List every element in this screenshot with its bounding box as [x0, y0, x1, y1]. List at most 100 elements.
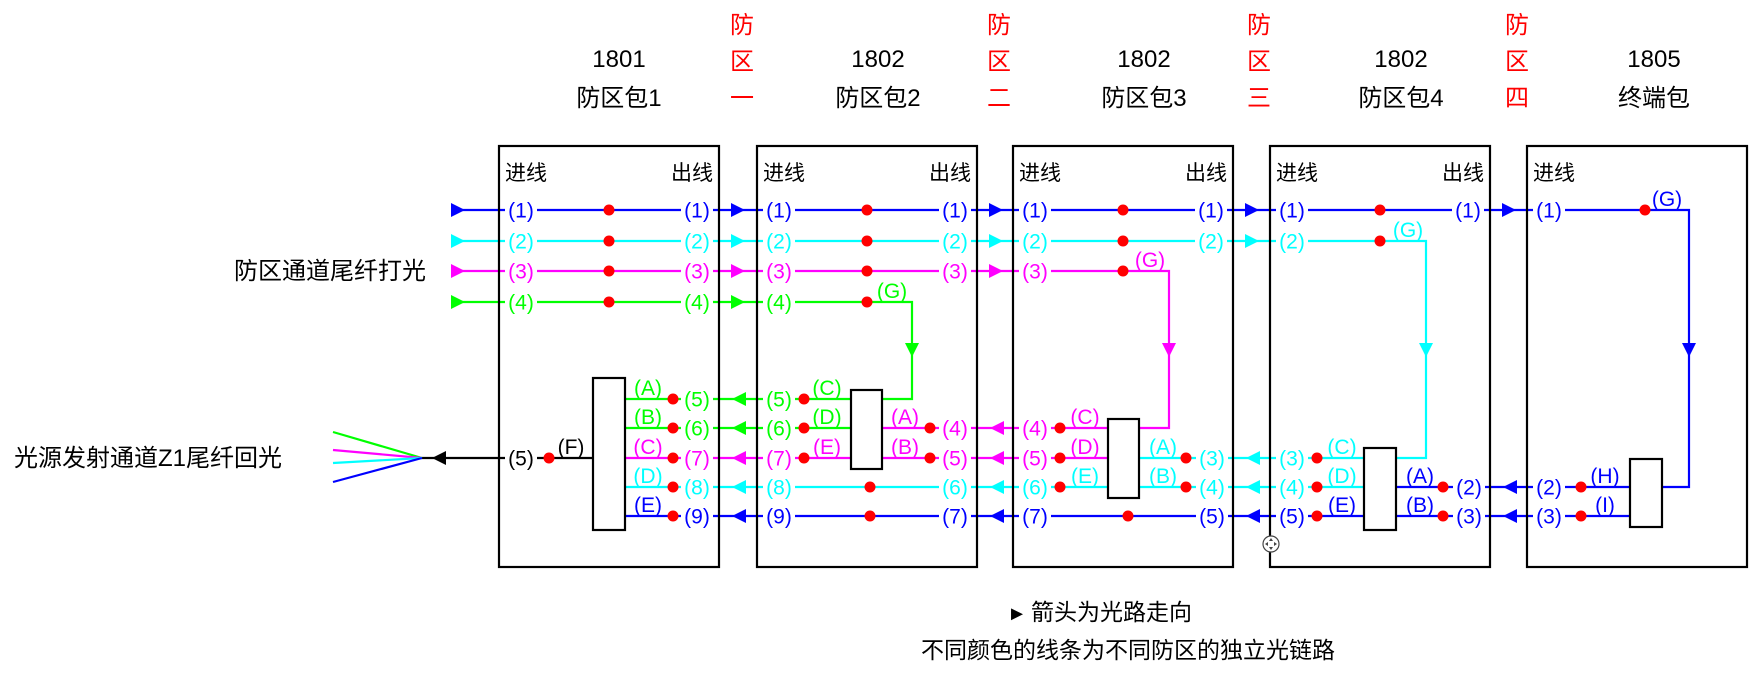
out-port-label: (2) [1456, 477, 1482, 500]
port-label-bg [1452, 199, 1484, 221]
arrow-left-icon [1503, 480, 1517, 494]
out-port-label: (6) [942, 477, 968, 500]
zone2-link-line [451, 269, 1171, 430]
port-label-bg [1533, 505, 1565, 527]
port-label-bg [505, 260, 537, 282]
arrow-right-icon [1245, 203, 1259, 217]
branch-label: (B) [891, 436, 919, 459]
in-port-label: (7) [766, 448, 792, 471]
package-id: 1805 [1627, 46, 1680, 73]
port-label-bg [1019, 505, 1051, 527]
arrow-left-icon [732, 392, 746, 406]
in-port-label: (1) [1279, 200, 1305, 223]
out-port-label: (3) [1456, 506, 1482, 529]
arrow-left-icon [1503, 509, 1517, 523]
in-port-label: (2) [1279, 231, 1305, 254]
return-label: 光源发射通道Z1尾纤回光 [14, 445, 282, 472]
in-port-label: (3) [508, 261, 534, 284]
arrow-down-icon [905, 343, 919, 357]
in-line-label: 进线 [763, 162, 805, 185]
splice-node [798, 422, 810, 434]
branch-label: (A) [1149, 436, 1177, 459]
arrow-down-icon [1419, 343, 1433, 357]
zone-label: 区 [730, 49, 754, 76]
in-port-label: (7) [1022, 506, 1048, 529]
port-label-bg [1533, 476, 1565, 498]
arrow-right-icon [731, 295, 745, 309]
branch-label: (C) [1327, 436, 1356, 459]
arrow-left-icon [732, 480, 746, 494]
arrow-left-icon [990, 509, 1004, 523]
out-port-label: (5) [942, 448, 968, 471]
out-port-label: (8) [684, 477, 710, 500]
port-label-bg [1019, 476, 1051, 498]
branch-label: (A) [891, 406, 919, 429]
inject-label: 防区通道尾纤打光 [234, 258, 426, 285]
port-label-bg [763, 476, 795, 498]
zone-label: 区 [987, 49, 1011, 76]
in-port-label: (8) [766, 477, 792, 500]
in-port-label: (5) [1022, 448, 1048, 471]
move-cursor-icon [1262, 535, 1280, 553]
out-port-label: (3) [684, 261, 710, 284]
in-port-label: (3) [1279, 448, 1305, 471]
package-name: 防区包4 [1358, 85, 1443, 112]
port-label-bg [1533, 199, 1565, 221]
out-port-label: (4) [684, 292, 710, 315]
port-label-bg [763, 447, 795, 469]
splitter-1802-b [1106, 417, 1141, 500]
branch-label: (G) [1135, 249, 1165, 272]
port-label-bg [1019, 260, 1051, 282]
out-line-label: 出线 [1442, 162, 1484, 185]
zone1-link-line [451, 300, 914, 401]
port-label-bg [763, 417, 795, 439]
fan-out-fiber [332, 456, 423, 484]
port-label-bg [1453, 476, 1485, 498]
package-name: 防区包2 [835, 85, 920, 112]
port-label-bg [939, 199, 971, 221]
zone-label: 二 [987, 85, 1011, 112]
package-box [1525, 144, 1749, 569]
port-label-bg [939, 260, 971, 282]
package-box [1268, 144, 1492, 569]
branch-label: (C) [1070, 406, 1099, 429]
splice-node [924, 422, 936, 434]
branch-label: (H) [1590, 465, 1619, 488]
lines-layer [332, 208, 1691, 518]
port-label-bg [1453, 505, 1485, 527]
package-box [755, 144, 979, 569]
splice-node [1311, 481, 1323, 493]
port-label-bg [1019, 230, 1051, 252]
in-port-label: (3) [1536, 506, 1562, 529]
branch-label: (G) [1393, 219, 1423, 242]
branch-label: (D) [812, 406, 841, 429]
branch-label: (E) [1328, 494, 1356, 517]
splice-node [1575, 481, 1587, 493]
arrow-left-icon [1246, 451, 1260, 465]
in-line-label: 进线 [1533, 162, 1575, 185]
splice-node [861, 235, 873, 247]
zone-label: 防 [1505, 12, 1529, 39]
port-label-bg [939, 417, 971, 439]
arrow-left-icon [990, 480, 1004, 494]
in-line-label: 进线 [1276, 162, 1318, 185]
legend-color-text: 不同颜色的线条为不同防区的独立光链路 [921, 637, 1335, 663]
arrow-left-icon [432, 451, 446, 465]
nodes-layer [543, 204, 1651, 522]
arrow-left-icon [1246, 480, 1260, 494]
splice-node [861, 265, 873, 277]
arrow-left-icon [1246, 509, 1260, 523]
legend-arrow-text: 箭头为光路走向 [1031, 599, 1192, 625]
zone-label: 区 [1247, 49, 1271, 76]
in-port-label: (1) [1022, 200, 1048, 223]
splice-node [864, 481, 876, 493]
out-port-label: (9) [684, 506, 710, 529]
arrow-left-icon [732, 421, 746, 435]
out-port-label: (2) [1198, 231, 1224, 254]
in-port-label: (3) [766, 261, 792, 284]
arrow-left-icon [732, 509, 746, 523]
port-label-bg [1276, 230, 1308, 252]
splice-node [603, 265, 615, 277]
in-port-label: (4) [1022, 418, 1048, 441]
